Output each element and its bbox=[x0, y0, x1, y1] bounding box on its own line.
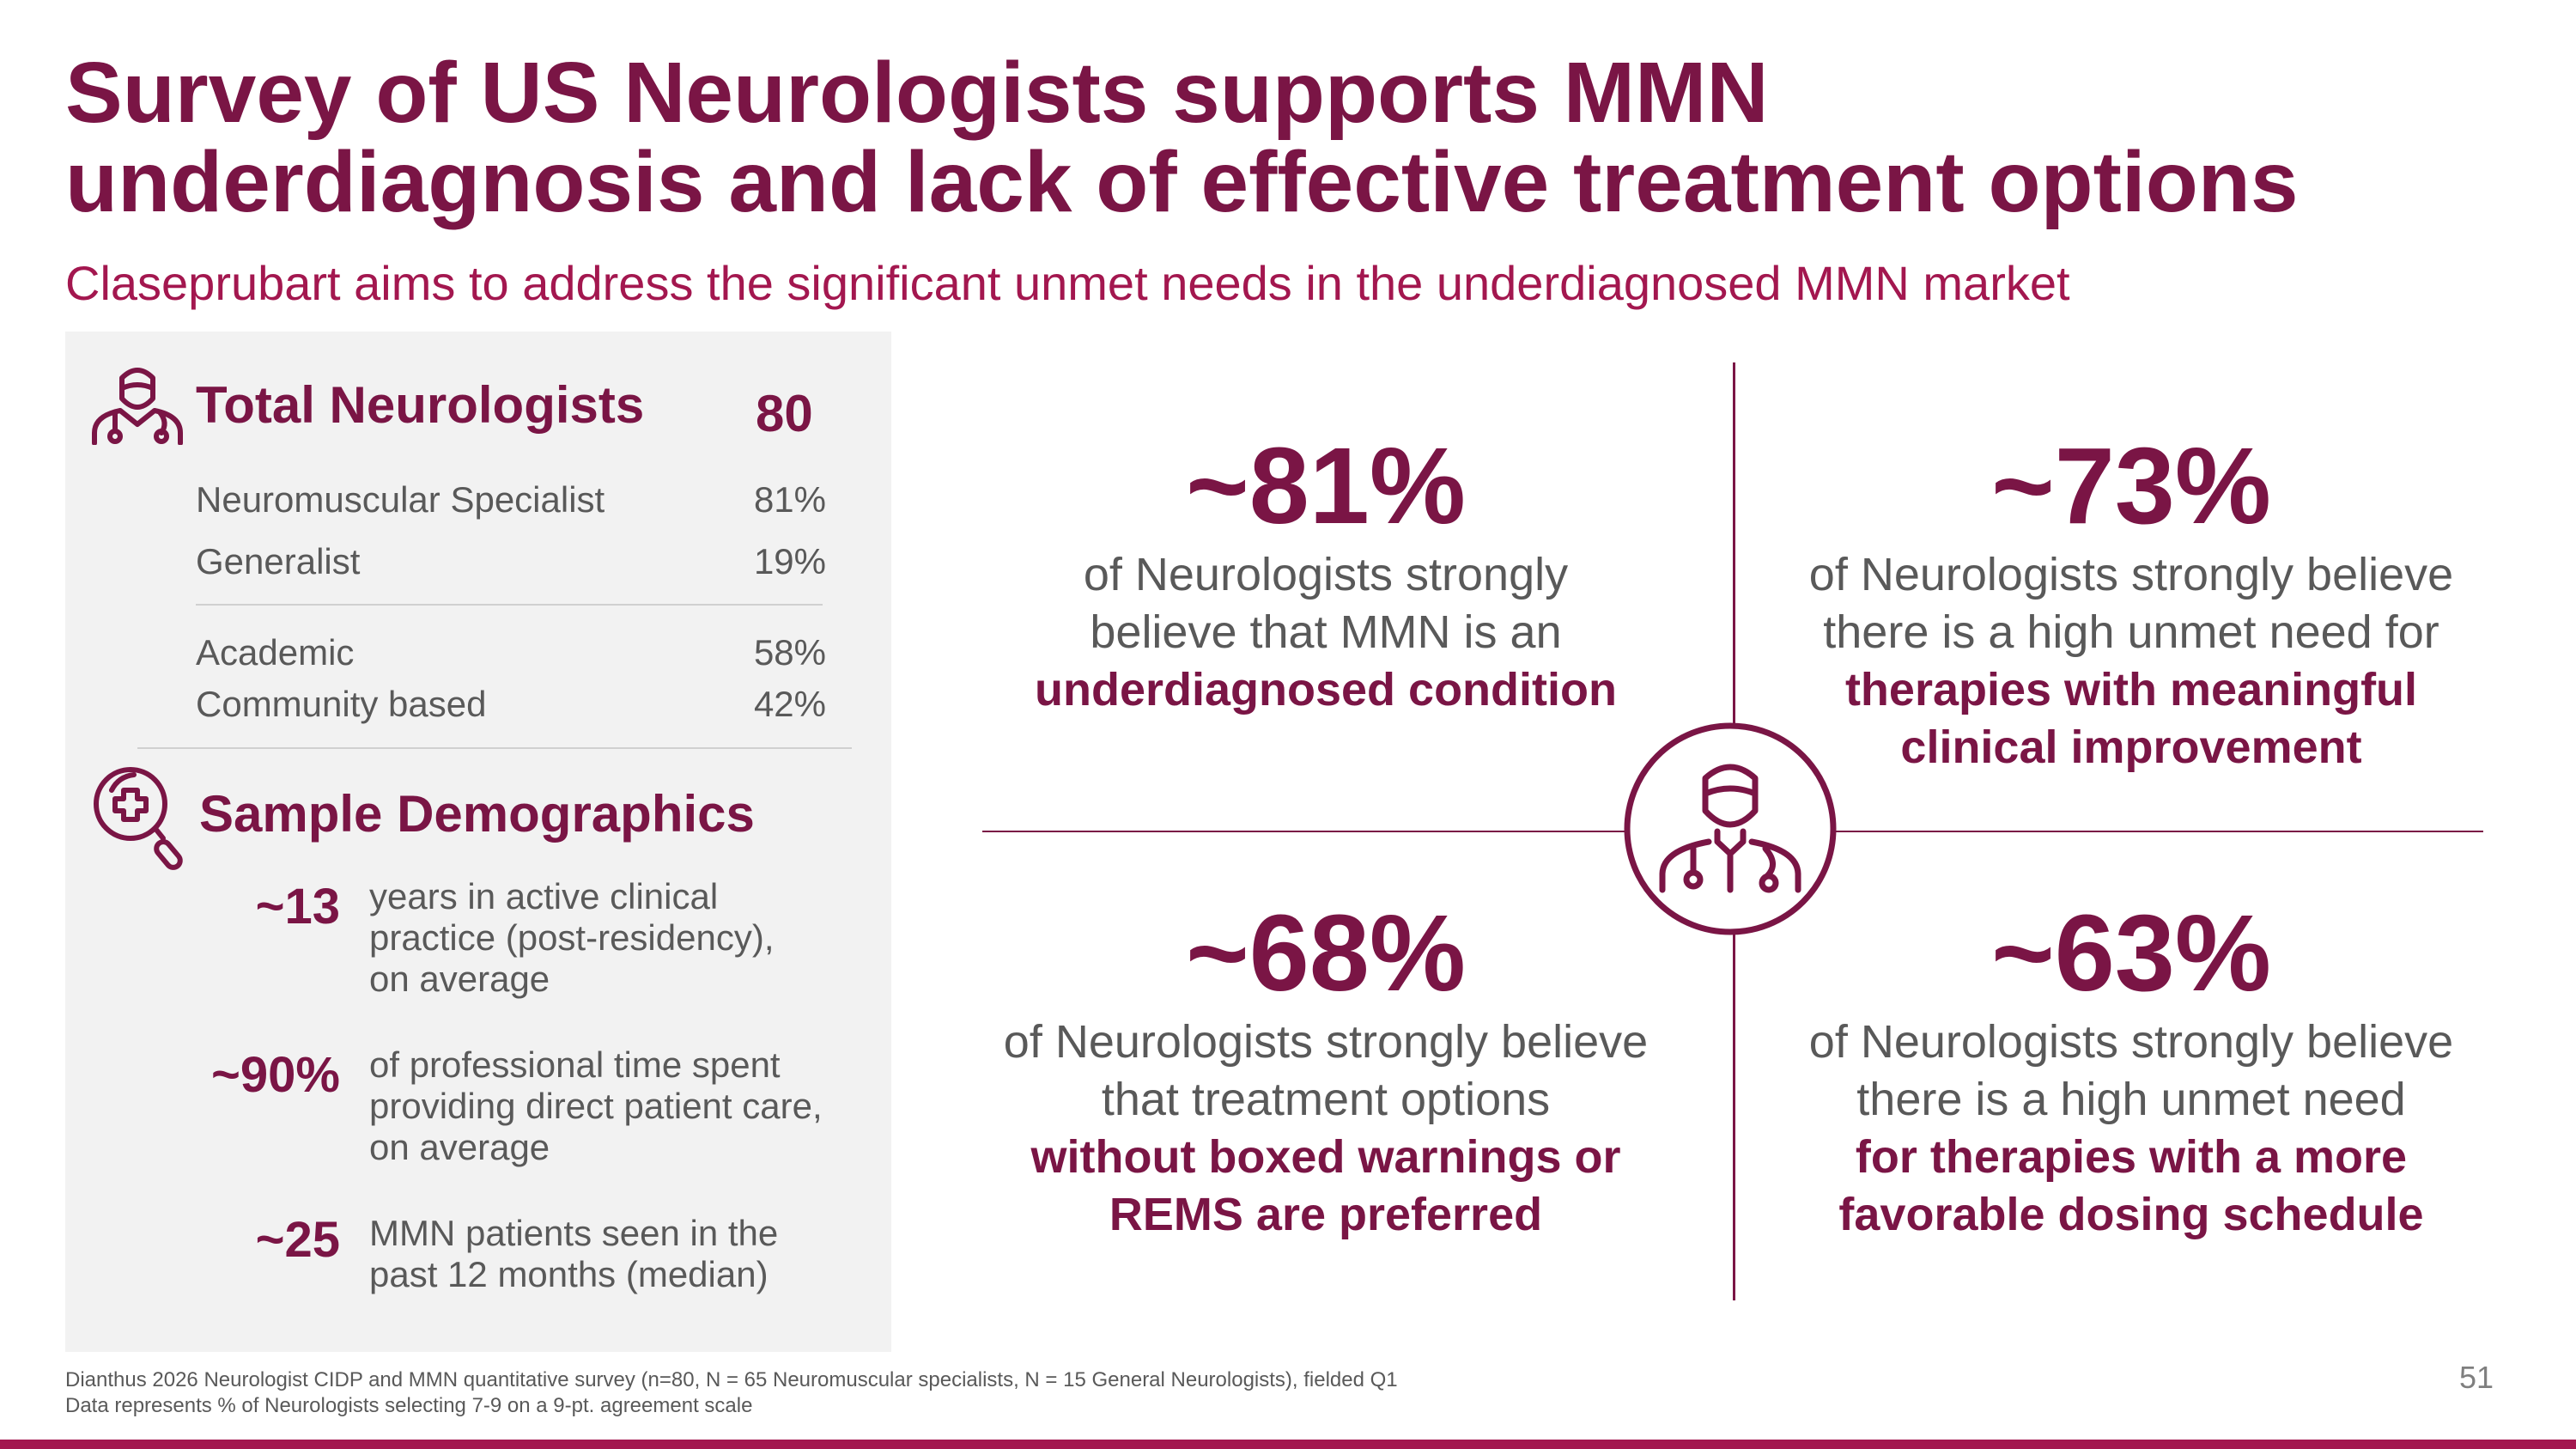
demographic-line: years in active clinical bbox=[369, 876, 719, 916]
slide-title-line-1: Survey of US Neurologists supports MMN bbox=[65, 45, 1769, 141]
stat-emphasis-line: for therapies with a more bbox=[1855, 1131, 2408, 1183]
stat-emphasis-line: REMS are preferred bbox=[1109, 1189, 1543, 1240]
divider bbox=[137, 747, 852, 749]
divider bbox=[196, 604, 823, 606]
demographic-line: on average bbox=[369, 959, 550, 999]
slide-subtitle: Claseprubart aims to address the signifi… bbox=[65, 256, 2070, 310]
setting-row: Academic 58% bbox=[196, 627, 826, 679]
stat-text-line: there is a high unmet need for bbox=[1823, 606, 2439, 658]
bottom-accent-bar bbox=[0, 1440, 2576, 1449]
demographic-description: of professional time spent providing dir… bbox=[369, 1044, 884, 1168]
stat-text-line: of Neurologists strongly believe bbox=[1808, 1016, 2454, 1068]
specialty-row-label: Generalist bbox=[196, 541, 361, 581]
demographic-line: MMN patients seen in the bbox=[369, 1213, 779, 1253]
specialty-row: Generalist 19% bbox=[196, 536, 826, 588]
stat-percentage: ~68% bbox=[1186, 892, 1466, 1014]
specialty-row-label: Neuromuscular Specialist bbox=[196, 479, 605, 520]
stat-emphasis-line: therapies with meaningful bbox=[1844, 664, 2418, 715]
demographic-line: on average bbox=[369, 1127, 550, 1167]
demographic-description: years in active clinical practice (post-… bbox=[369, 876, 884, 1000]
stat-emphasis-line: without boxed warnings or bbox=[1030, 1131, 1621, 1183]
specialty-row-value: 19% bbox=[753, 541, 826, 581]
specialty-row: Neuromuscular Specialist 81% bbox=[196, 474, 826, 526]
page-number: 51 bbox=[2458, 1360, 2494, 1395]
stat-text-line: of Neurologists strongly bbox=[1083, 549, 1569, 600]
stat-text-line: that treatment options bbox=[1101, 1074, 1551, 1125]
stat-text-line: of Neurologists strongly believe bbox=[1003, 1016, 1649, 1068]
footnote-line: Dianthus 2026 Neurologist CIDP and MMN q… bbox=[65, 1368, 1398, 1391]
survey-panel bbox=[65, 332, 891, 1352]
stat-quadrant-top-left: ~81% of Neurologists strongly believe th… bbox=[974, 426, 1678, 719]
doctor-icon bbox=[89, 359, 185, 445]
sample-demographics-title: Sample Demographics bbox=[199, 785, 755, 843]
demographic-value: ~25 bbox=[255, 1212, 340, 1268]
footnote: Dianthus 2026 Neurologist CIDP and MMN q… bbox=[65, 1367, 1398, 1419]
stat-text-line: there is a high unmet need bbox=[1856, 1074, 2406, 1125]
stat-percentage: ~81% bbox=[1186, 425, 1466, 546]
stat-emphasis-line: underdiagnosed condition bbox=[1035, 664, 1617, 715]
demographic-line: past 12 months (median) bbox=[369, 1254, 769, 1294]
total-neurologists-label: Total Neurologists bbox=[196, 376, 645, 434]
stat-quadrant-bottom-left: ~68% of Neurologists strongly believe th… bbox=[974, 893, 1678, 1244]
total-neurologists-value: 80 bbox=[756, 385, 813, 442]
demographic-value: ~90% bbox=[211, 1047, 340, 1103]
stat-percentage: ~63% bbox=[1991, 892, 2271, 1014]
setting-row: Community based 42% bbox=[196, 679, 826, 730]
demographic-line: practice (post-residency), bbox=[369, 917, 775, 958]
specialty-row-value: 81% bbox=[753, 479, 826, 520]
stat-emphasis-line: favorable dosing schedule bbox=[1838, 1189, 2424, 1240]
stat-text-line: believe that MMN is an bbox=[1090, 606, 1562, 658]
setting-row-value: 42% bbox=[753, 684, 826, 724]
demographic-description: MMN patients seen in the past 12 months … bbox=[369, 1213, 884, 1295]
setting-row-label: Community based bbox=[196, 684, 487, 724]
stat-emphasis-line: clinical improvement bbox=[1900, 721, 2362, 773]
demographic-line: providing direct patient care, bbox=[369, 1086, 823, 1126]
stat-percentage: ~73% bbox=[1991, 425, 2271, 546]
stat-quadrant-bottom-right: ~63% of Neurologists strongly believe th… bbox=[1779, 893, 2483, 1244]
demographic-line: of professional time spent bbox=[369, 1044, 781, 1085]
stat-text-line: of Neurologists strongly believe bbox=[1808, 549, 2454, 600]
stat-quadrant-top-right: ~73% of Neurologists strongly believe th… bbox=[1779, 426, 2483, 776]
doctor-icon bbox=[1623, 721, 1838, 936]
setting-row-value: 58% bbox=[753, 632, 826, 673]
footnote-line: Data represents % of Neurologists select… bbox=[65, 1394, 753, 1417]
setting-row-label: Academic bbox=[196, 632, 355, 673]
demographic-value: ~13 bbox=[255, 879, 340, 935]
medical-search-icon bbox=[89, 764, 192, 878]
slide-title-line-2: underdiagnosis and lack of effective tre… bbox=[65, 134, 2299, 230]
slide-title: Survey of US Neurologists supports MMN u… bbox=[65, 48, 2470, 227]
